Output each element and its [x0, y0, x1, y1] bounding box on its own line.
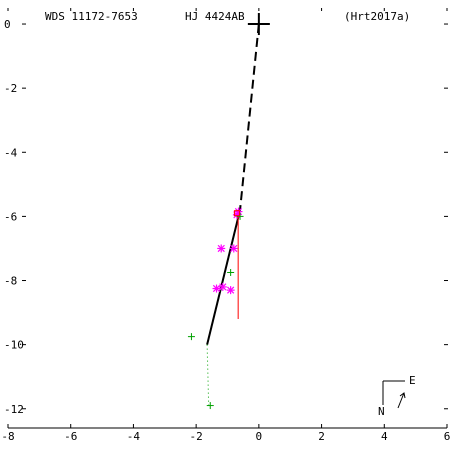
asterisk-stroke: [217, 244, 225, 253]
asterisk-point: [229, 244, 238, 253]
orbit-dashed-segment: [239, 23, 260, 211]
asterisk-stroke: [219, 283, 227, 291]
x-tick-label: 4: [381, 430, 388, 443]
compass-north-label: N: [378, 405, 385, 418]
y-tick-label: -6: [4, 210, 17, 223]
motion-arrow-icon: [397, 392, 406, 409]
asterisk-point: [212, 284, 221, 293]
header-left: WDS 11172-7653: [45, 10, 138, 23]
x-tick-label: -8: [1, 430, 14, 443]
header-center: HJ 4424AB: [185, 10, 245, 23]
compass-east-label: E: [409, 374, 416, 387]
y-tick-label: -2: [4, 82, 17, 95]
asterisk-stroke: [230, 244, 238, 253]
y-tick-label: -10: [4, 339, 24, 352]
asterisk-point: [218, 282, 227, 291]
asterisk-stroke: [227, 286, 235, 294]
header-right: (Hrt2017a): [344, 10, 410, 23]
x-tick-label: 0: [256, 430, 263, 443]
compass: N E: [378, 374, 416, 418]
x-tick-label: 6: [444, 430, 450, 443]
square-point: [233, 210, 240, 217]
x-tick-label: -4: [127, 430, 141, 443]
x-tick-label: 2: [318, 430, 325, 443]
asterisk-point: [226, 286, 235, 295]
y-tick-label: -4: [4, 146, 18, 159]
data-markers: [187, 207, 244, 410]
x-tick-label: -2: [190, 430, 203, 443]
y-tick-label: 0: [4, 18, 11, 31]
orbit-traces: [206, 13, 270, 406]
asterisk-stroke: [212, 284, 221, 293]
y-tick-label: -12: [4, 403, 24, 416]
plot-axes: -8 -6 -4 -2 0 2 4 6 0 -2 -4 -6 -8 -10 -12: [1, 8, 450, 443]
plus-point: [236, 212, 244, 220]
x-tick-label: -6: [64, 430, 77, 443]
plus-point: [187, 333, 195, 341]
y-tick-label: -8: [4, 275, 17, 288]
orbit-solid-segment: [206, 209, 242, 345]
plus-point: [227, 269, 235, 277]
asterisk-point: [217, 244, 226, 253]
plus-point: [206, 402, 214, 410]
